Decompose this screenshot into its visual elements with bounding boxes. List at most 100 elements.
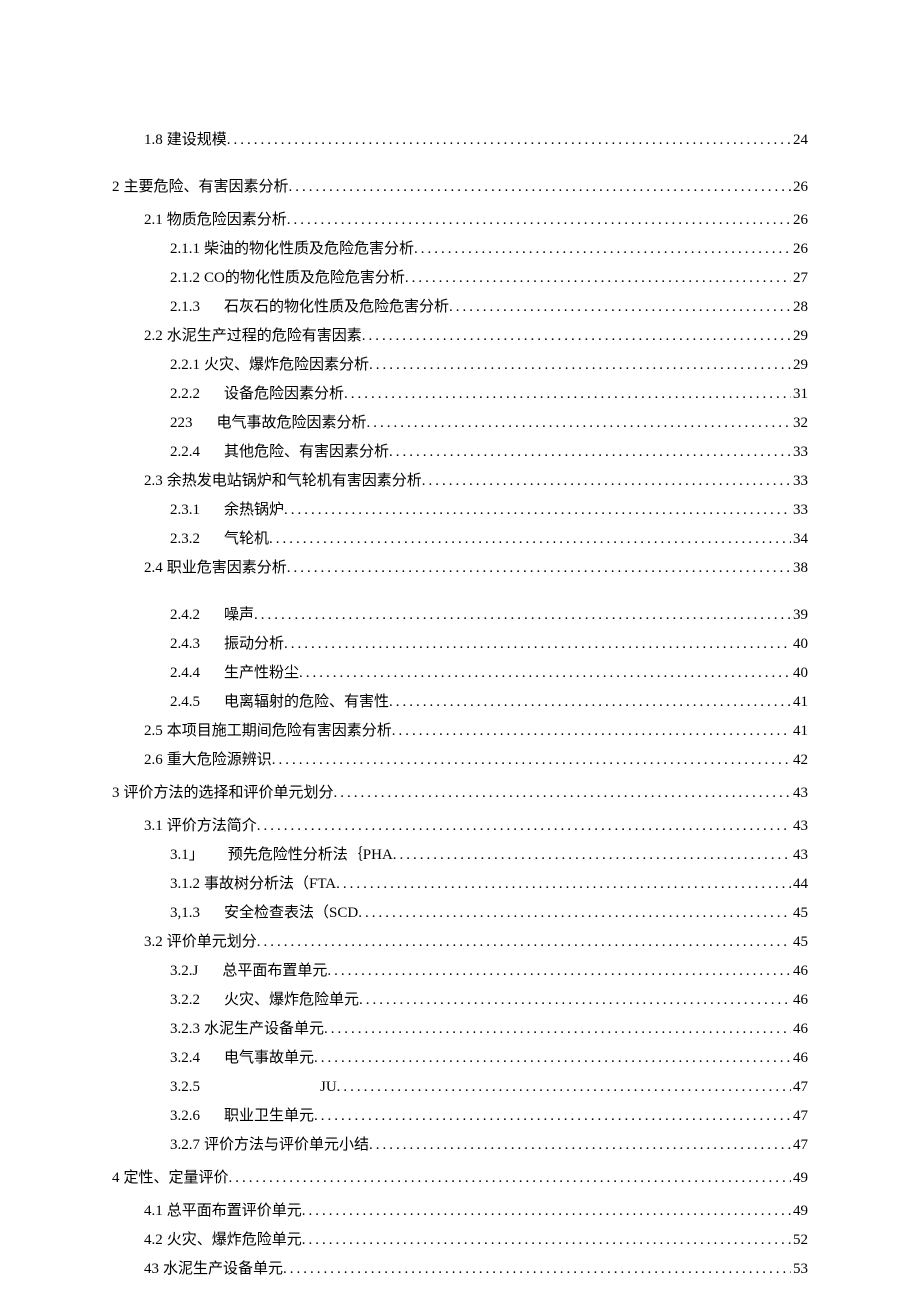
toc-page: 43 <box>791 781 808 805</box>
toc-leader <box>362 324 791 348</box>
toc-text: 职业危害因素分析 <box>167 560 287 576</box>
toc-page: 46 <box>791 988 808 1012</box>
toc-text: 评价方法简介 <box>167 818 257 834</box>
toc-text: 其他危险、有害因素分析 <box>224 444 389 460</box>
toc-text: 职业卫生单元 <box>224 1108 314 1124</box>
toc-number: 2.3.2 <box>170 531 200 547</box>
toc-number: 2.2.1 <box>170 357 200 373</box>
toc-leader <box>414 237 791 261</box>
toc-text: 设备危险因素分析 <box>224 386 344 402</box>
toc-entry: 2.4职业危害因素分析 38 <box>112 556 808 580</box>
toc-label: 3评价方法的选择和评价单元划分 <box>112 781 334 805</box>
toc-label: 2.2.2设备危险因素分析 <box>170 382 344 406</box>
toc-text: 预先危险性分析法｛PHA <box>228 847 393 863</box>
toc-label: 2.4.5电离辐射的危险、有害性 <box>170 690 389 714</box>
toc-text: 噪声 <box>224 607 254 623</box>
toc-label: 2.4.2噪声 <box>170 603 254 627</box>
toc-page: 40 <box>791 661 808 685</box>
toc-leader <box>302 1228 791 1252</box>
toc-text: 火灾、爆炸危险因素分析 <box>204 357 369 373</box>
toc-page: 49 <box>791 1166 808 1190</box>
toc-entry: 3.2.5JU47 <box>112 1075 808 1099</box>
toc-entry: 4定性、定量评价 49 <box>112 1166 808 1190</box>
toc-number: 4.1 <box>144 1203 163 1219</box>
toc-leader <box>449 295 791 319</box>
toc-number: 43 <box>144 1261 159 1277</box>
toc-leader <box>393 843 791 867</box>
toc-label: 4.2火灾、爆炸危险单元 <box>144 1228 302 1252</box>
toc-number: 2.1.1 <box>170 241 200 257</box>
toc-page: 43 <box>791 843 808 867</box>
toc-text: 余热发电站锅炉和气轮机有害因素分析 <box>167 473 422 489</box>
toc-number: 4.2 <box>144 1232 163 1248</box>
toc-label: 2.3余热发电站锅炉和气轮机有害因素分析 <box>144 469 422 493</box>
toc-text: 评价方法的选择和评价单元划分 <box>124 785 334 801</box>
toc-label: 2.1.1柴油的物化性质及危险危害分析 <box>170 237 414 261</box>
toc-number: 2.2 <box>144 328 163 344</box>
toc-page: 38 <box>791 556 808 580</box>
toc-text: 柴油的物化性质及危险危害分析 <box>204 241 414 257</box>
toc-text: 电气事故危险因素分析 <box>217 415 367 431</box>
toc-text: 定性、定量评价 <box>124 1170 229 1186</box>
toc-number: 4 <box>112 1170 120 1186</box>
toc-page: 31 <box>791 382 808 406</box>
toc-number: 2.5 <box>144 723 163 739</box>
toc-label: 43水泥生产设备单元 <box>144 1257 283 1281</box>
toc-page: 52 <box>791 1228 808 1252</box>
toc-label: 2.5本项目施工期间危险有害因素分析 <box>144 719 392 743</box>
toc-leader <box>257 814 791 838</box>
toc-number: 3.2.4 <box>170 1050 200 1066</box>
toc-label: 3.1.2事故树分析法（FTA <box>170 872 336 896</box>
toc-label: 4.1总平面布置评价单元 <box>144 1199 302 1223</box>
toc-entry: 2.4.2噪声39 <box>112 603 808 627</box>
toc-entry: 3,1.3安全检查表法（SCD45 <box>112 901 808 925</box>
toc-leader <box>336 872 791 896</box>
toc-entry: 2.1.3石灰石的物化性质及危险危害分析28 <box>112 295 808 319</box>
toc-entry: 2.6重大危险源辨识42 <box>112 748 808 772</box>
toc-page: 33 <box>791 440 808 464</box>
toc-leader <box>369 353 791 377</box>
toc-page: 26 <box>791 208 808 232</box>
toc-entry: 3.1评价方法简介 43 <box>112 814 808 838</box>
toc-entry: 4.1总平面布置评价单元49 <box>112 1199 808 1223</box>
toc-number: 1.8 <box>144 132 163 148</box>
toc-leader <box>254 603 791 627</box>
toc-label: 2.4职业危害因素分析 <box>144 556 287 580</box>
toc-page: 40 <box>791 632 808 656</box>
toc-page: 45 <box>791 930 808 954</box>
toc-number: 3.2.5 <box>170 1079 200 1095</box>
toc-label: 3.1评价方法简介 <box>144 814 257 838</box>
toc-leader <box>392 719 791 743</box>
toc-text: 重大危险源辨识 <box>167 752 272 768</box>
toc-leader <box>283 1257 791 1281</box>
toc-text: 总平面布置单元 <box>222 963 327 979</box>
toc-text: 石灰石的物化性质及危险危害分析 <box>224 299 449 315</box>
toc-page: 43 <box>791 814 808 838</box>
toc-number: 3.2.7 <box>170 1137 200 1153</box>
toc-leader <box>324 1017 791 1041</box>
toc-leader <box>405 266 791 290</box>
toc-leader <box>227 128 791 152</box>
toc-entry: 2.1.2CO的物化性质及危险危害分析27 <box>112 266 808 290</box>
toc-page: 44 <box>791 872 808 896</box>
toc-label: 3.2.2火灾、爆炸危险单元 <box>170 988 359 1012</box>
toc-label: 2.6重大危险源辨识 <box>144 748 272 772</box>
toc-leader <box>358 901 791 925</box>
toc-number: 2.1.2 <box>170 270 200 286</box>
toc-page: 32 <box>791 411 808 435</box>
toc-label: 2.2.4其他危险、有害因素分析 <box>170 440 389 464</box>
toc-number: 3.1」 <box>170 847 204 863</box>
toc-entry: 2.2水泥生产过程的危险有害因素29 <box>112 324 808 348</box>
toc-text: JU <box>320 1079 337 1095</box>
toc-page: 29 <box>791 353 808 377</box>
toc-entry: 2.1.1柴油的物化性质及危险危害分析26 <box>112 237 808 261</box>
toc-number: 3.1.2 <box>170 876 200 892</box>
toc-number: 2.1 <box>144 212 163 228</box>
toc-page: 29 <box>791 324 808 348</box>
toc-leader <box>389 440 791 464</box>
toc-leader <box>257 930 791 954</box>
toc-page: 41 <box>791 719 808 743</box>
toc-label: 2.1.2CO的物化性质及危险危害分析 <box>170 266 405 290</box>
toc-entry: 4.2火灾、爆炸危险单元 52 <box>112 1228 808 1252</box>
toc-leader <box>299 661 791 685</box>
